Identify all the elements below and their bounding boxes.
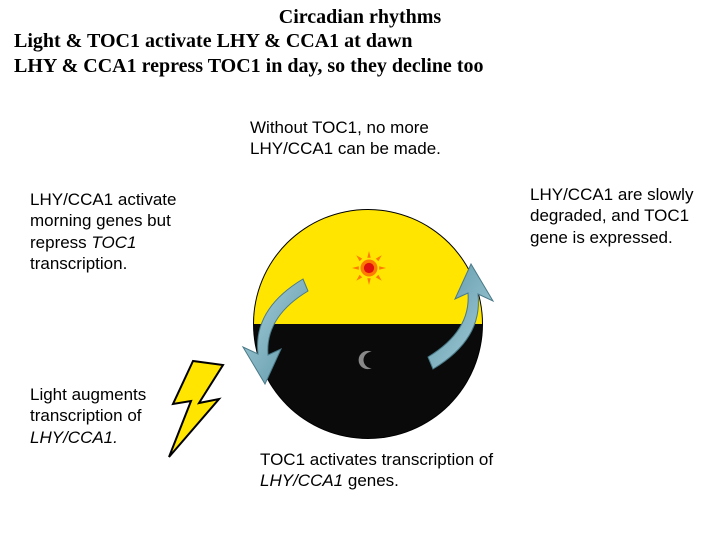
label-bottom: TOC1 activates transcription of LHY/CCA1…	[260, 449, 560, 492]
label-left-bottom: Light augments transcription of LHY/CCA1…	[30, 384, 160, 448]
moon-icon	[358, 349, 380, 371]
label-bottom-c: genes.	[343, 471, 399, 490]
day-night-circle	[253, 209, 483, 439]
subtitle-line-1: Light & TOC1 activate LHY & CCA1 at dawn	[14, 29, 720, 54]
label-right-mid: LHY/CCA1 are slowly degraded, and TOC1 g…	[530, 184, 705, 248]
label-left-bottom-a: Light augments transcription of	[30, 385, 146, 425]
label-top: Without TOC1, no more LHY/CCA1 can be ma…	[250, 117, 490, 160]
label-left-bottom-b: LHY/CCA1.	[30, 428, 118, 447]
label-left-mid-b: TOC1	[91, 233, 136, 252]
label-left-mid-c: transcription.	[30, 254, 127, 273]
cycle-arrow-right	[413, 259, 503, 379]
sun-icon	[352, 251, 386, 285]
cycle-arrow-left	[233, 269, 323, 389]
label-left-mid: LHY/CCA1 activate morning genes but repr…	[30, 189, 180, 274]
diagram-area: Without TOC1, no more LHY/CCA1 can be ma…	[0, 79, 720, 519]
label-bottom-a: TOC1 activates transcription of	[260, 450, 493, 469]
lightning-icon	[165, 359, 235, 459]
page-title: Circadian rhythms	[0, 6, 720, 29]
subtitle-line-2: LHY & CCA1 repress TOC1 in day, so they …	[14, 54, 720, 79]
label-bottom-b: LHY/CCA1	[260, 471, 343, 490]
